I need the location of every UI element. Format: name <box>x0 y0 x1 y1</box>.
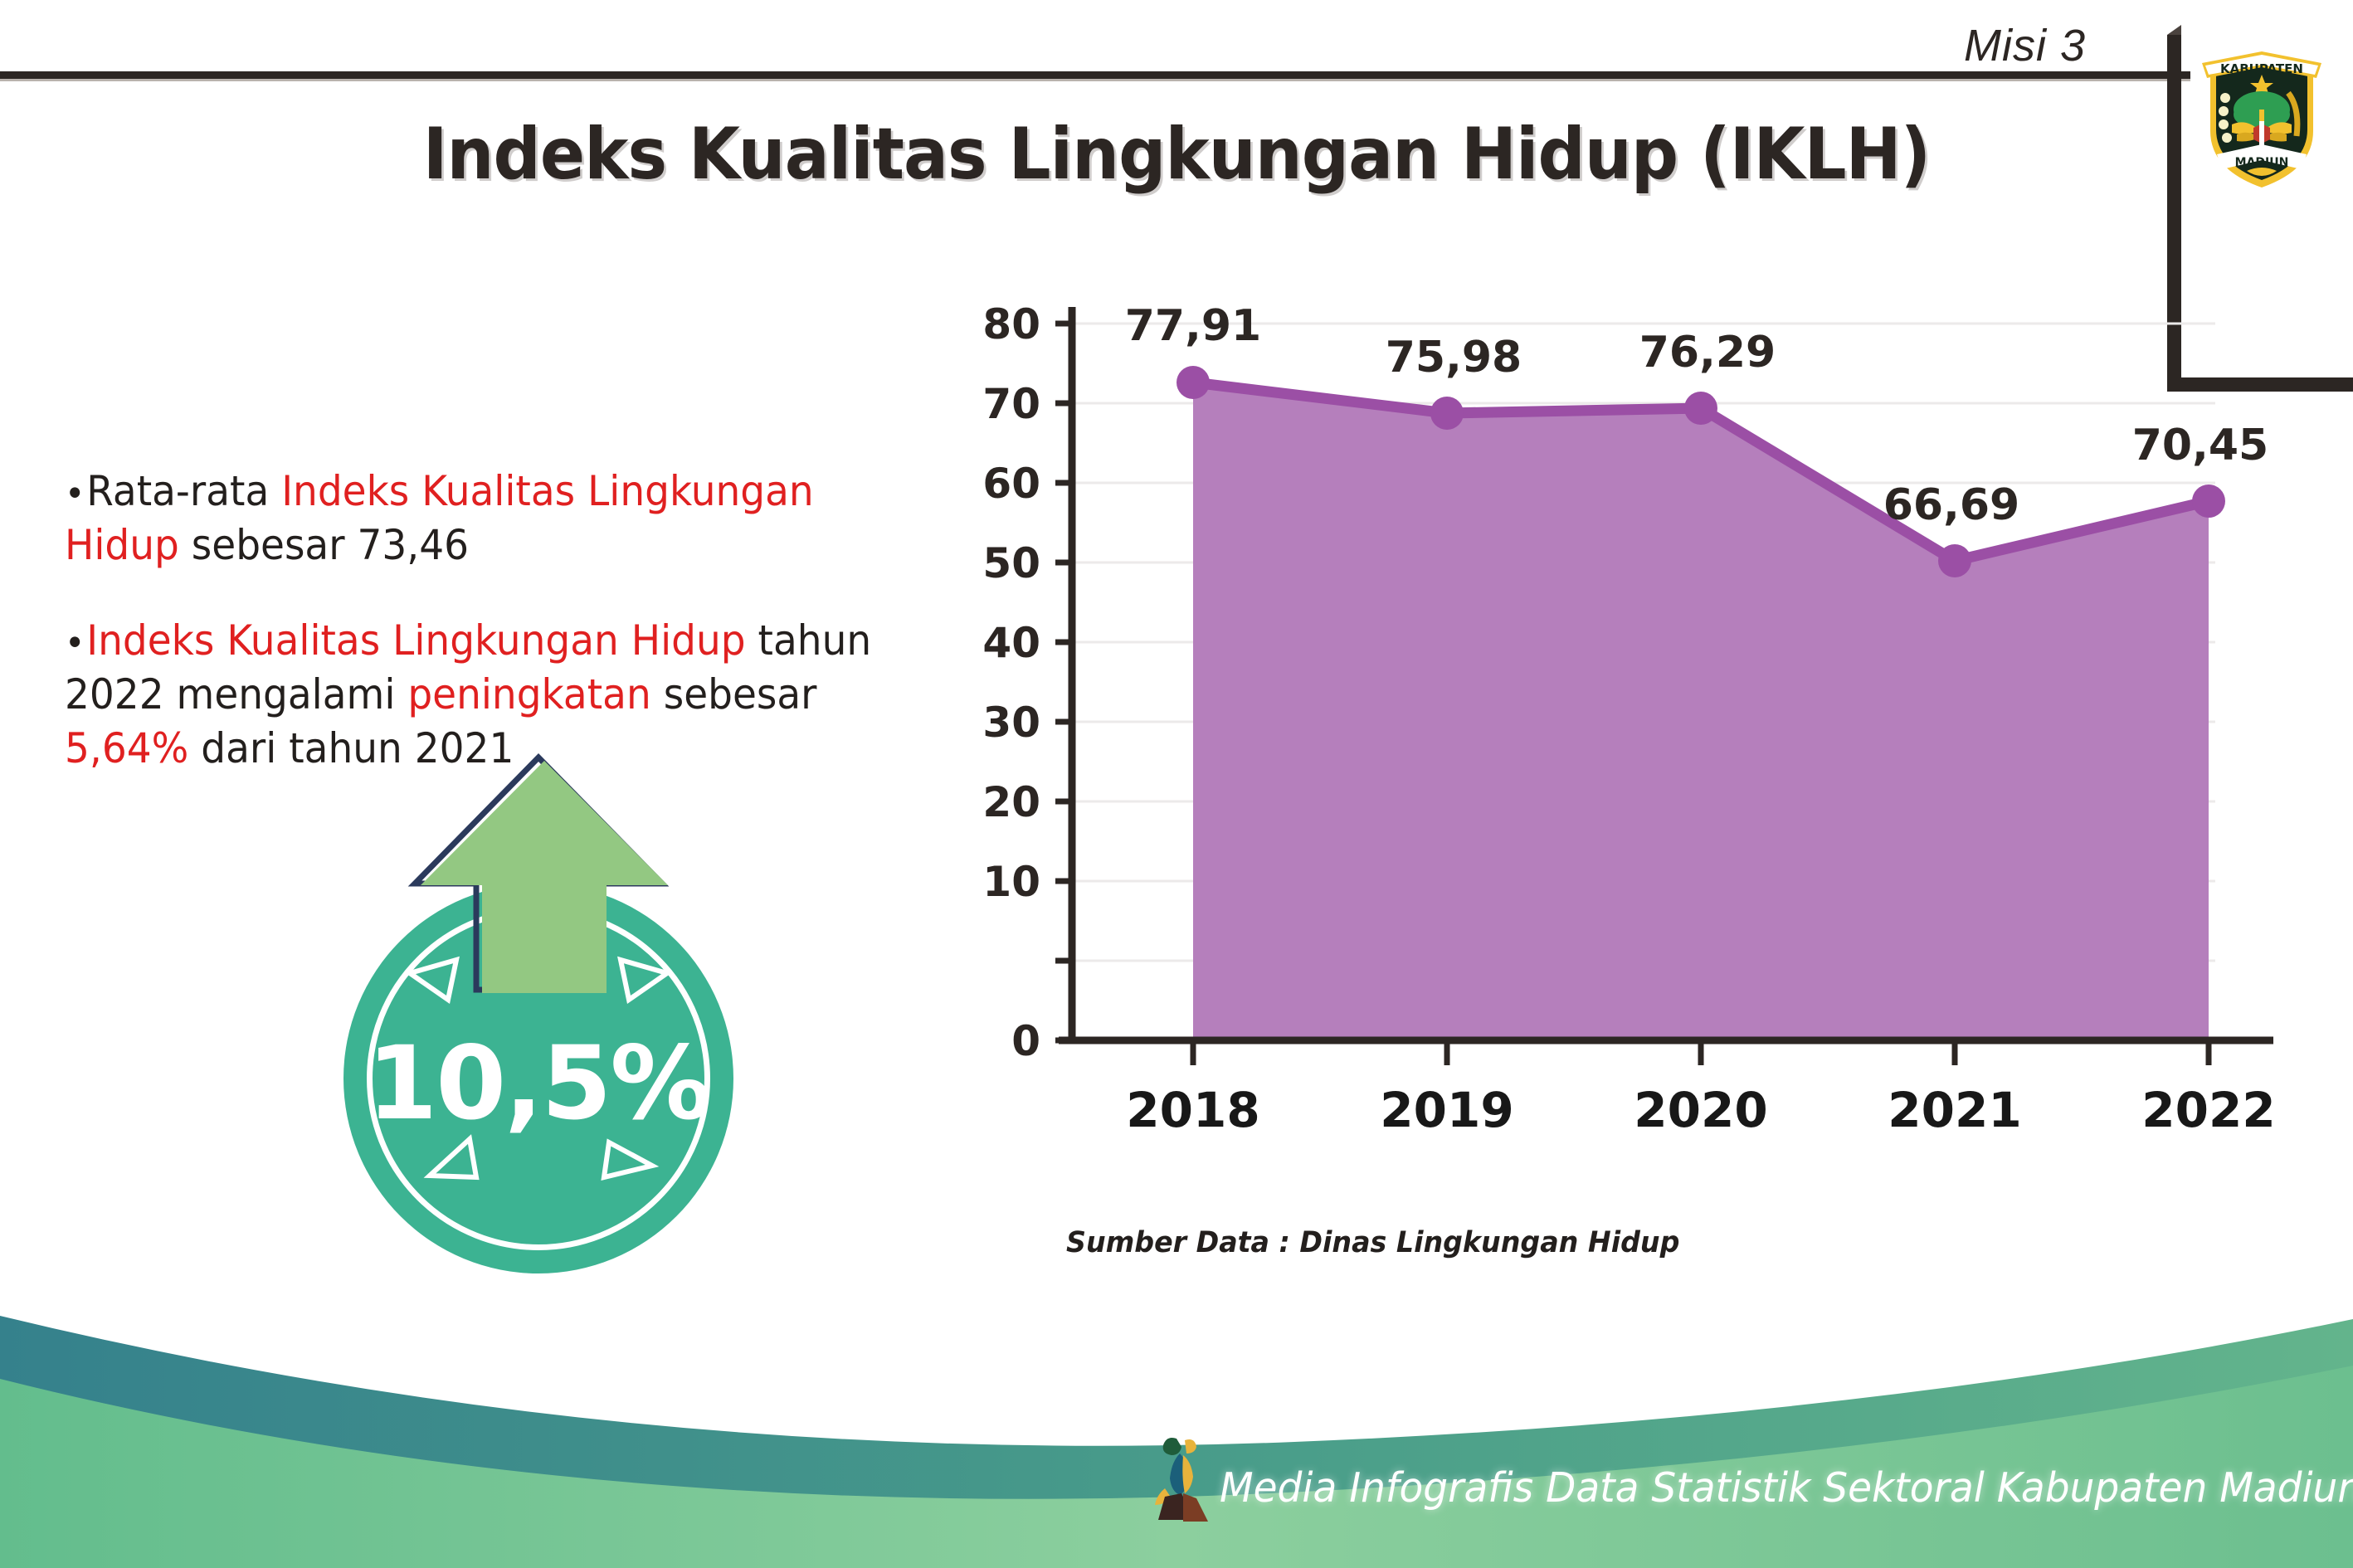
footer-caption: Media Infografis Data Statistik Sektoral… <box>1220 1464 2353 1512</box>
chart-marker <box>1938 544 1971 577</box>
kabupaten-madiun-emblem-icon: KABUPATEN MADIUN <box>2202 51 2321 187</box>
chart-y-ticks <box>1055 320 1072 1044</box>
bullet-text-part-highlight: peningkatan <box>407 670 651 718</box>
bullet-text-part-highlight: Indeks Kualitas Lingkungan Hidup <box>86 616 746 665</box>
chart-svg: 80 70 60 50 40 30 20 10 0 2018 2019 2020… <box>982 300 2273 1138</box>
bullet-item-change: •Indeks Kualitas Lingkungan Hidup tahun … <box>65 614 930 776</box>
svg-text:KABUPATEN: KABUPATEN <box>2220 61 2303 76</box>
badge-corner-marks-icon <box>404 956 673 1181</box>
bullet-text-part: sebesar <box>650 670 817 718</box>
chart-source-note: Sumber Data : Dinas Lingkungan Hidup <box>1066 1226 1680 1259</box>
increase-badge: 10,5% <box>330 751 762 1273</box>
chart-marker <box>1684 392 1717 425</box>
badge-value-label: 10,5% <box>367 1025 711 1142</box>
page-title: Indeks Kualitas Lingkungan Hidup (IKLH) <box>422 113 1931 196</box>
bullet-text-part: dari tahun 2021 <box>188 724 514 772</box>
chart-marker <box>2192 485 2225 518</box>
footer-wave-decoration <box>0 1316 2353 1568</box>
chart-x-ticks <box>1190 1040 2212 1065</box>
bullet-dot-icon: • <box>65 621 85 665</box>
data-value-label: 66,69 <box>1883 480 2019 530</box>
y-tick-label: 0 <box>1011 1017 1040 1065</box>
data-value-label: 70,45 <box>2132 421 2268 470</box>
bullet-text-part-highlight: Indeks Kualitas Lingkungan Hidup <box>65 467 814 569</box>
chart-series-iklh <box>1176 366 2225 1040</box>
bullet-text-part: Rata-rata <box>86 467 282 515</box>
y-tick-label: 80 <box>982 300 1040 348</box>
y-tick-label: 40 <box>982 619 1040 667</box>
y-tick-label: 60 <box>982 460 1040 508</box>
x-tick-label: 2022 <box>2141 1082 2273 1138</box>
summary-bullets: •Rata-rata Indeks Kualitas Lingkungan Hi… <box>65 465 986 817</box>
svg-text:MADIUN: MADIUN <box>2235 156 2289 169</box>
y-tick-label: 50 <box>982 539 1040 587</box>
bullet-item-average: •Rata-rata Indeks Kualitas Lingkungan Hi… <box>65 465 930 572</box>
footer-logo-icon <box>1155 1438 1208 1522</box>
bullet-text-part-highlight: 5,64% <box>65 724 189 772</box>
chart-area-fill <box>1193 382 2209 1040</box>
iklh-area-chart: 80 70 60 50 40 30 20 10 0 2018 2019 2020… <box>979 290 2273 1203</box>
header-bracket-horizontal <box>2167 377 2353 392</box>
y-tick-label: 70 <box>982 380 1040 428</box>
bullet-text-part: tahun 2022 mengalami <box>65 616 872 718</box>
x-tick-label: 2019 <box>1380 1082 1513 1138</box>
chart-marker <box>1176 366 1210 399</box>
x-tick-label: 2021 <box>1888 1082 2021 1138</box>
y-tick-label: 30 <box>982 699 1040 747</box>
bullet-dot-icon: • <box>65 472 85 515</box>
x-tick-label: 2018 <box>1126 1082 1259 1138</box>
up-arrow-icon <box>407 753 670 993</box>
data-value-label: 77,91 <box>1125 301 1261 351</box>
y-tick-label: 20 <box>982 778 1040 826</box>
x-tick-label: 2020 <box>1634 1082 1767 1138</box>
header-bracket-vertical <box>2167 25 2181 392</box>
data-value-label: 76,29 <box>1639 328 1776 377</box>
chart-marker <box>1430 397 1464 430</box>
misi-label: Misi 3 <box>1963 21 2086 71</box>
bullet-text-part: sebesar 73,46 <box>178 521 470 569</box>
data-value-label: 75,98 <box>1386 333 1522 382</box>
header-divider-rule <box>0 71 2190 81</box>
y-tick-label: 10 <box>982 858 1040 906</box>
